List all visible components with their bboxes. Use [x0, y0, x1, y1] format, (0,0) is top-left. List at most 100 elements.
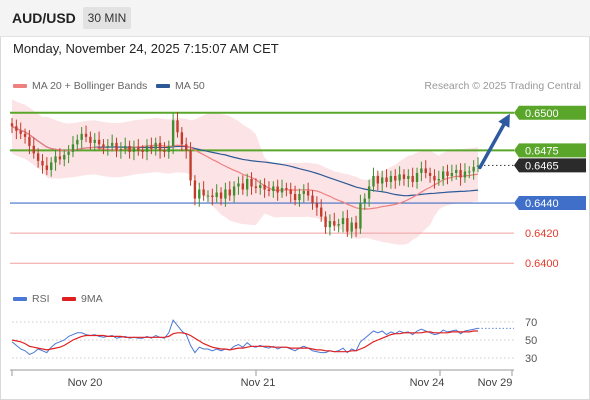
candle-body [102, 144, 105, 148]
candle-body [367, 186, 371, 199]
candle-body [19, 130, 22, 134]
candle-body [424, 168, 427, 173]
legend-rsi: RSI [13, 293, 50, 305]
candle-body [289, 189, 292, 195]
legend-bollinger: MA 20 + Bollinger Bands [13, 80, 147, 92]
candle-body [259, 184, 262, 188]
datetime-label: Monday, November 24, 2025 7:15:07 AM CET [13, 41, 279, 56]
candle-body [280, 187, 284, 193]
candle-body [441, 171, 445, 179]
candle-body [272, 186, 275, 192]
candle-body [337, 224, 340, 226]
candle-body [446, 171, 449, 176]
candle-body [328, 221, 332, 228]
level-tag-0.6465 [514, 158, 586, 173]
candle-body [476, 165, 480, 167]
candle-body [84, 133, 88, 137]
candle-body [315, 203, 319, 208]
level-tag-0.6440 [514, 196, 586, 211]
candle-body [137, 147, 140, 151]
candle-body [237, 183, 240, 187]
candle-body [407, 175, 410, 179]
rsi-series-RSI [11, 319, 479, 355]
forecast-arrow-head [498, 113, 510, 128]
candle-body [245, 178, 249, 190]
candle-body [76, 139, 79, 145]
candle-body [171, 120, 175, 146]
x-tick-label: Nov 21 [241, 377, 276, 389]
candle-body [215, 192, 218, 198]
candle-body [228, 189, 231, 196]
candle-body [189, 150, 192, 181]
level-label-0.6500: 0.6500 [525, 108, 559, 120]
candle-body [67, 151, 70, 155]
candle-body [263, 184, 266, 190]
candle-body [363, 198, 366, 204]
candle-body [232, 186, 236, 196]
candle-body [185, 144, 188, 151]
level-label-0.6400: 0.6400 [525, 258, 559, 270]
candle-body [437, 178, 440, 181]
candle-body [167, 145, 170, 152]
candle-body [124, 145, 127, 149]
candle-body [415, 172, 419, 182]
rsi-tick-50: 50 [525, 335, 537, 347]
x-tick-label: Nov 29 [478, 377, 513, 389]
candle-body [211, 195, 214, 198]
candle-body [132, 147, 136, 152]
ma9-swatch [62, 297, 76, 302]
level-label-0.6440: 0.6440 [525, 198, 559, 210]
candle-body [110, 142, 114, 146]
timeframe-button[interactable]: 30 MIN [83, 7, 131, 29]
legend-bollinger-label: MA 20 + Bollinger Bands [32, 80, 148, 92]
candle-body [311, 195, 314, 204]
candle-body [28, 136, 31, 146]
candle-body [128, 145, 131, 152]
candle-body [50, 162, 53, 170]
ma50-swatch [156, 84, 170, 89]
candle-body [324, 216, 327, 228]
candle-body [180, 132, 184, 145]
candle-body [145, 145, 149, 152]
candle-body [106, 145, 109, 148]
candle-body [394, 175, 397, 181]
candle-body [115, 142, 118, 151]
bollinger-swatch [13, 84, 27, 89]
rsi-series-9MA [11, 330, 478, 353]
level-label-0.6475: 0.6475 [525, 145, 559, 157]
candle-body [206, 195, 210, 197]
candle-body [97, 139, 101, 145]
ma20-line [11, 125, 479, 210]
candle-body [193, 180, 197, 199]
legend-ma50-label: MA 50 [175, 80, 205, 92]
candle-body [80, 133, 83, 140]
candle-body [285, 187, 288, 190]
candle-body [302, 191, 305, 195]
candle-body [428, 172, 432, 176]
candle-body [158, 142, 162, 151]
candle-body [58, 156, 62, 160]
candle-body [306, 191, 310, 196]
candle-body [298, 194, 301, 201]
candle-body [385, 177, 388, 182]
candle-body [381, 177, 384, 184]
candle-body [119, 148, 123, 151]
level-tag-0.6475 [514, 143, 586, 158]
candle-body [15, 126, 18, 131]
candle-body [54, 156, 57, 163]
candle-body [433, 175, 436, 181]
x-tick-label: Nov 24 [410, 377, 445, 389]
candle-body [71, 144, 75, 152]
candle-body [63, 154, 66, 160]
candle-body [163, 150, 166, 152]
x-tick-label: Nov 20 [68, 377, 103, 389]
candle-body [93, 139, 96, 143]
candle-body [241, 183, 245, 190]
candle-body [354, 222, 358, 229]
copyright-label: Research © 2025 Trading Central [424, 80, 581, 92]
candle-body [250, 178, 253, 187]
candle-body [455, 169, 458, 173]
candle-body [341, 218, 345, 225]
candle-body [398, 174, 401, 181]
